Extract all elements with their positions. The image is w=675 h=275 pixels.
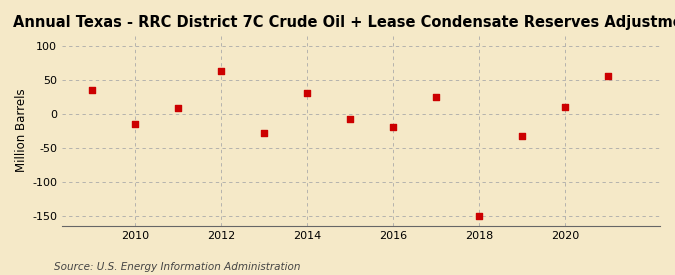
Point — [302, 91, 313, 95]
Point — [345, 117, 356, 121]
Point — [130, 122, 140, 126]
Y-axis label: Million Barrels: Million Barrels — [15, 89, 28, 172]
Point — [388, 125, 399, 130]
Text: Source: U.S. Energy Information Administration: Source: U.S. Energy Information Administ… — [54, 262, 300, 272]
Point — [216, 69, 227, 74]
Point — [517, 134, 528, 138]
Title: Annual Texas - RRC District 7C Crude Oil + Lease Condensate Reserves Adjustments: Annual Texas - RRC District 7C Crude Oil… — [13, 15, 675, 30]
Point — [259, 130, 269, 135]
Point — [431, 94, 441, 99]
Point — [560, 104, 571, 109]
Point — [603, 74, 614, 78]
Point — [173, 106, 184, 110]
Point — [87, 87, 98, 92]
Point — [474, 213, 485, 218]
